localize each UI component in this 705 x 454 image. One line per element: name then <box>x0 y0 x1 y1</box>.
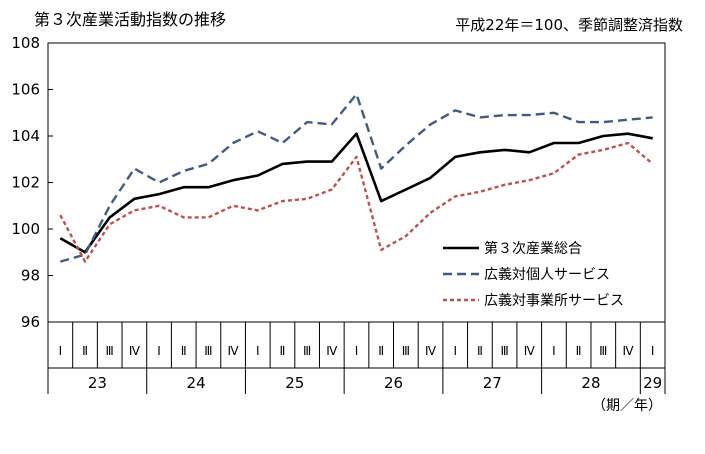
legend-label-1: 第３次産業総合 <box>484 240 582 257</box>
y-tick-label: 106 <box>11 81 40 99</box>
quarter-label: Ⅱ <box>280 344 286 358</box>
quarter-label: Ⅲ <box>402 344 410 358</box>
year-label: 29 <box>643 374 662 392</box>
quarter-label: Ⅱ <box>378 344 384 358</box>
quarter-label: Ⅱ <box>181 344 187 358</box>
series-line-1 <box>59 132 653 254</box>
quarter-label: Ⅳ <box>228 344 239 358</box>
y-tick-label: 108 <box>11 34 40 52</box>
year-label: 26 <box>384 374 403 392</box>
year-label: 27 <box>483 374 502 392</box>
legend-label-2: 広義対個人サービス <box>484 266 610 283</box>
quarter-label: Ⅱ <box>477 344 483 358</box>
quarter-label: Ⅰ <box>256 344 260 358</box>
year-label: 24 <box>187 374 206 392</box>
quarter-label: Ⅱ <box>82 344 88 358</box>
quarter-label: Ⅲ <box>106 344 114 358</box>
quarter-label: Ⅳ <box>524 344 535 358</box>
quarter-label: Ⅲ <box>303 344 311 358</box>
quarter-label: Ⅲ <box>500 344 508 358</box>
chart-title: 第３次産業活動指数の推移 <box>34 10 227 29</box>
series-line-3 <box>59 141 654 263</box>
x-axis-unit-label: （期／年） <box>592 398 662 414</box>
quarter-label: Ⅳ <box>622 344 633 358</box>
quarter-label: Ⅰ <box>355 344 359 358</box>
y-tick-label: 100 <box>11 220 40 238</box>
quarter-label: Ⅳ <box>326 344 337 358</box>
y-tick-label: 104 <box>11 127 40 145</box>
year-label: 25 <box>285 374 304 392</box>
year-label: 28 <box>581 374 600 392</box>
quarter-label: Ⅱ <box>576 344 582 358</box>
quarter-label: Ⅲ <box>599 344 607 358</box>
quarter-label: Ⅰ <box>552 344 556 358</box>
chart-note: 平成22年＝100、季節調整済指数 <box>455 16 683 34</box>
quarter-label: Ⅰ <box>59 344 63 358</box>
chart-axes: 96 98 100 102 104 106 108 Ⅰ Ⅱ Ⅲ Ⅳ Ⅰ Ⅱ Ⅲ Ⅳ Ⅰ Ⅱ Ⅲ Ⅳ Ⅰ Ⅱ Ⅲ Ⅳ Ⅰ Ⅱ Ⅲ Ⅳ Ⅰ… <box>11 34 666 394</box>
legend-label-3: 広義対事業所サービス <box>484 292 624 309</box>
y-tick-label: 102 <box>11 174 40 192</box>
quarter-label: Ⅲ <box>204 344 212 358</box>
series-line-2 <box>59 92 653 263</box>
y-tick-label: 98 <box>21 267 40 285</box>
quarter-label: Ⅰ <box>651 344 655 358</box>
quarter-label: Ⅰ <box>157 344 161 358</box>
chart-series <box>59 92 654 263</box>
quarter-label: Ⅳ <box>425 344 436 358</box>
quarter-label: Ⅳ <box>129 344 140 358</box>
y-tick-label: 96 <box>21 313 40 331</box>
year-label: 23 <box>88 374 107 392</box>
quarter-label: Ⅰ <box>453 344 457 358</box>
